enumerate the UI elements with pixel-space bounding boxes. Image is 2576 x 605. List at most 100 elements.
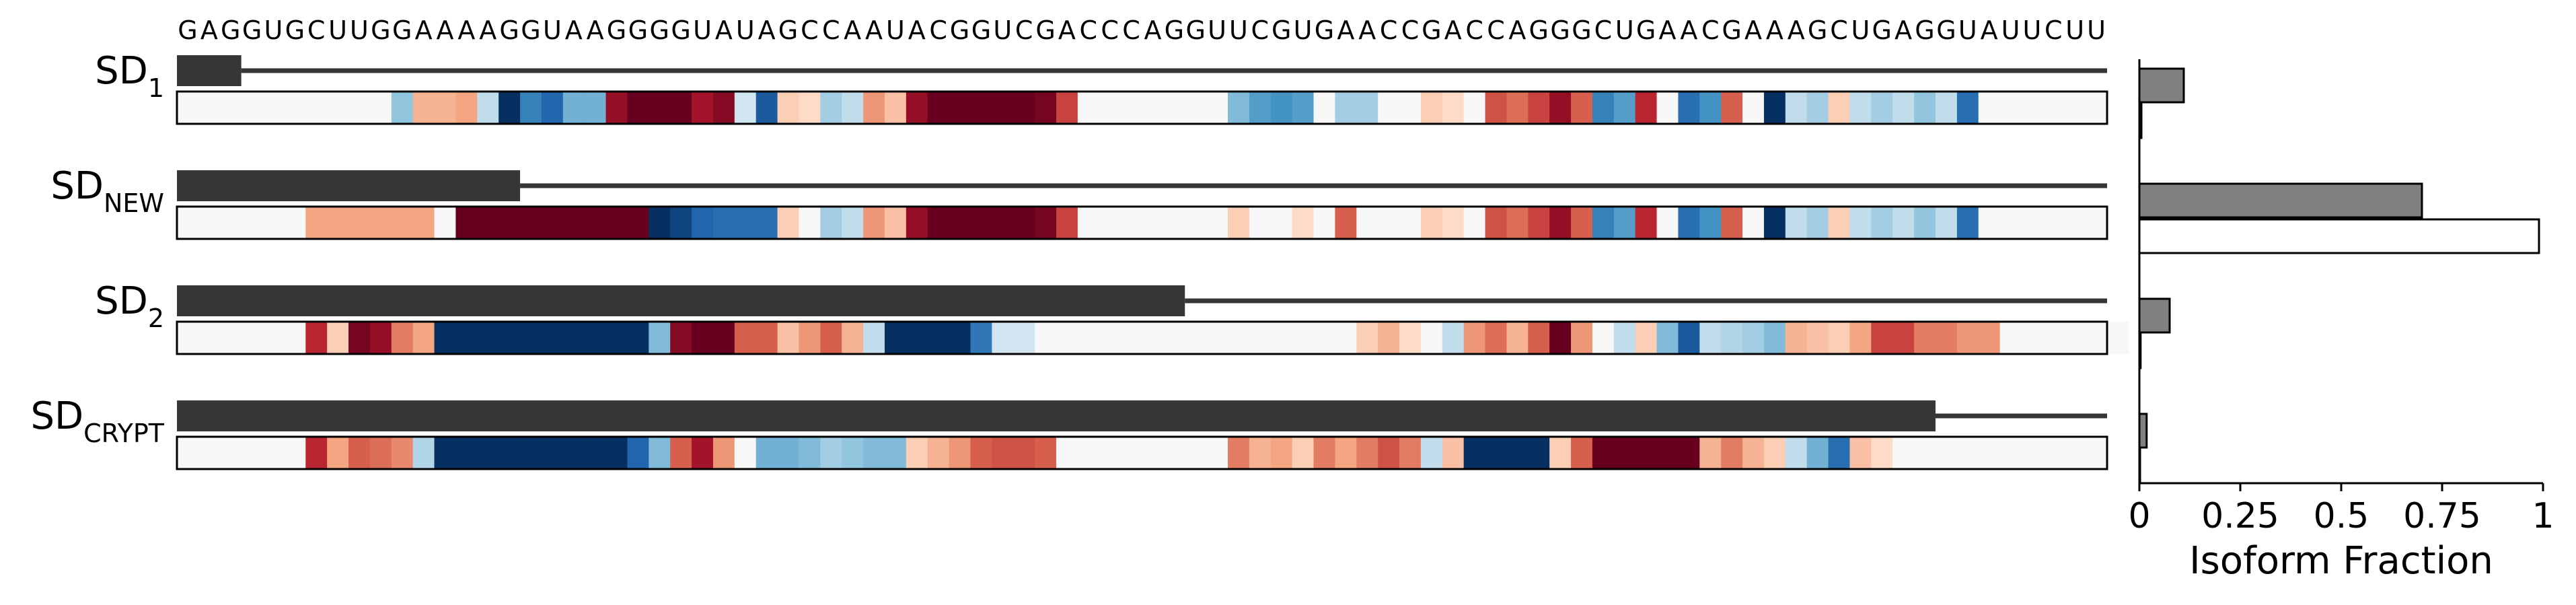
heatmap-cell: [842, 437, 864, 469]
heatmap-cell: [1120, 207, 1143, 239]
heatmap-cell: [1871, 207, 1893, 239]
heatmap-cell: [1163, 437, 1185, 469]
heatmap-cell: [1099, 437, 1121, 469]
heatmap-cell: [1485, 322, 1508, 354]
sequence-letter: G: [499, 15, 519, 45]
sequence-letter: U: [1958, 15, 1977, 45]
heatmap-cell: [1806, 207, 1829, 239]
sequence-letter: A: [1508, 15, 1526, 45]
heatmap-cell: [1270, 437, 1293, 469]
heatmap-cell: [906, 322, 928, 354]
sequence-letter: U: [2087, 15, 2106, 45]
heatmap-cell: [649, 92, 671, 124]
heatmap-cell: [305, 92, 328, 124]
heatmap-cell: [1013, 322, 1035, 354]
heatmap-cell: [692, 92, 714, 124]
sequence-letter: C: [2045, 15, 2063, 45]
heatmap-cell: [712, 92, 735, 124]
heatmap-cell: [369, 437, 392, 469]
heatmap-cell: [1892, 322, 1915, 354]
heatmap-cell: [1120, 437, 1143, 469]
sequence-letter: A: [865, 15, 883, 45]
sequence-letter: U: [264, 15, 283, 45]
sequence-letter: G: [1035, 15, 1055, 45]
heatmap-cell: [927, 322, 950, 354]
isoform-label: SDNEW: [50, 164, 164, 218]
sequence-letter: G: [242, 15, 262, 45]
x-tick-label: 0: [2128, 496, 2150, 536]
heatmap-cell: [262, 92, 285, 124]
heatmap-cell: [1485, 92, 1508, 124]
heatmap-cell: [1956, 207, 1979, 239]
sequence-letter: A: [1144, 15, 1161, 45]
heatmap-cell: [499, 92, 521, 124]
heatmap-cell: [1399, 207, 1422, 239]
heatmap-cell: [1313, 437, 1335, 469]
heatmap-cell: [1292, 437, 1315, 469]
heatmap-cell: [1785, 437, 1808, 469]
heatmap-cell: [1506, 207, 1529, 239]
heatmap-cell: [369, 322, 392, 354]
x-axis-title: Isoform Fraction: [2189, 539, 2493, 583]
heatmap-cell: [1335, 207, 1357, 239]
heatmap-cell: [241, 92, 264, 124]
heatmap-cell: [499, 437, 521, 469]
sequence-letter: G: [178, 15, 197, 45]
heatmap-cell: [949, 437, 971, 469]
heatmap-cell: [1549, 92, 1572, 124]
heatmap-cell: [1356, 437, 1378, 469]
heatmap-cell: [1163, 92, 1185, 124]
heatmap-cell: [1313, 322, 1335, 354]
heatmap-cell: [1335, 92, 1357, 124]
sequence-letter: C: [1487, 15, 1505, 45]
heatmap-cell: [1056, 207, 1078, 239]
heatmap-cell: [1806, 437, 1829, 469]
heatmap-cell: [1828, 322, 1851, 354]
heatmap-cell: [1356, 322, 1378, 354]
heatmap-cell: [1099, 207, 1121, 239]
isoform-fraction-bar: [2138, 297, 2171, 334]
heatmap-cell: [1978, 437, 2001, 469]
heatmap-cell: [1056, 437, 1078, 469]
heatmap-cell: [884, 322, 907, 354]
heatmap-cell: [842, 207, 864, 239]
heatmap-cell: [992, 92, 1014, 124]
sequence-letter: G: [1185, 15, 1205, 45]
sequence-letter: G: [778, 15, 798, 45]
sequence-letter: G: [971, 15, 991, 45]
heatmap-cell: [327, 92, 349, 124]
heatmap-cell: [455, 207, 478, 239]
heatmap-cell: [820, 207, 842, 239]
heatmap-cell: [842, 92, 864, 124]
heatmap-cell: [219, 437, 242, 469]
heatmap-cell: [1420, 92, 1443, 124]
sequence-letter: C: [801, 15, 819, 45]
heatmap-cell: [1849, 92, 1872, 124]
heatmap-cell: [1077, 437, 1100, 469]
heatmap-cell: [198, 437, 221, 469]
heatmap-cell: [1099, 322, 1121, 354]
sequence-letter: A: [715, 15, 733, 45]
heatmap-cell: [198, 92, 221, 124]
sequence-letter: A: [1680, 15, 1697, 45]
heatmap-cell: [584, 322, 607, 354]
heatmap-cell: [1142, 322, 1164, 354]
sequence-letter: A: [1766, 15, 1783, 45]
heatmap-cell: [1185, 92, 1207, 124]
heatmap-cell: [649, 322, 671, 354]
heatmap-cell: [219, 92, 242, 124]
heatmap-cell: [262, 207, 285, 239]
sequence-letter: A: [1788, 15, 1805, 45]
heatmap-cell: [305, 322, 328, 354]
heatmap-cell: [1678, 322, 1700, 354]
x-tick-label: 0.5: [2314, 496, 2369, 536]
heatmap-cell: [241, 322, 264, 354]
heatmap-cell: [455, 92, 478, 124]
heatmap-cell: [2064, 207, 2086, 239]
heatmap-cell: [1849, 322, 1872, 354]
heatmap-cell: [1099, 92, 1121, 124]
heatmap-cell: [1721, 92, 1743, 124]
heatmap-cell: [477, 207, 499, 239]
heatmap-cell: [1763, 207, 1786, 239]
isoform-fraction-bar: [2138, 182, 2423, 219]
